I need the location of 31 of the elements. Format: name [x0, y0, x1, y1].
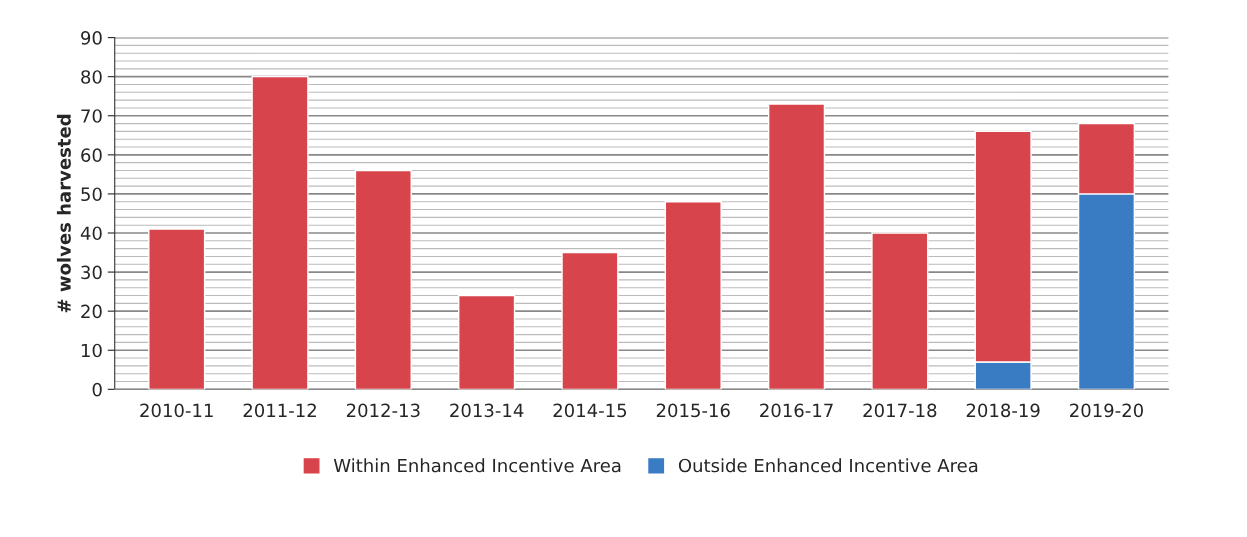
y-tick-label: 10 [81, 343, 102, 358]
bar [871, 232, 929, 390]
y-tick-label: 50 [81, 187, 102, 202]
x-tick-label: 2018-19 [966, 403, 1040, 418]
y-tick-label: 40 [80, 226, 102, 241]
y-tick-label: 20 [81, 304, 102, 319]
bar [354, 169, 412, 390]
x-tick-label: 2014-15 [553, 403, 627, 418]
y-axis-title: # wolves harvested [56, 114, 71, 313]
x-tick-label: 2011-12 [243, 403, 316, 418]
y-tick-label: 60 [81, 148, 102, 162]
bar [251, 75, 309, 390]
x-tick-label: 2017-18 [863, 403, 937, 418]
legend-label: Within Enhanced Incentive Area [333, 458, 621, 473]
bar [664, 201, 722, 390]
x-tick-label: 2012-13 [346, 403, 420, 418]
x-tick-label: 2015-16 [656, 403, 730, 418]
bar [148, 228, 206, 390]
bar [561, 251, 619, 390]
y-tick-label: 80 [81, 70, 102, 84]
x-tick-label: 2019-20 [1070, 403, 1143, 418]
y-tick-label: 90 [81, 31, 102, 45]
x-tick-label: 2010-11 [140, 403, 213, 418]
bar [767, 103, 826, 390]
bar [458, 294, 516, 390]
x-tick-label: 2016-17 [760, 403, 833, 418]
x-tick-label: 2013-14 [450, 403, 524, 418]
y-tick-label: 0 [92, 382, 102, 397]
y-tick-label: 70 [81, 109, 102, 123]
y-tick-label: 30 [81, 265, 102, 280]
legend-label: Outside Enhanced Incentive Area [678, 458, 978, 473]
